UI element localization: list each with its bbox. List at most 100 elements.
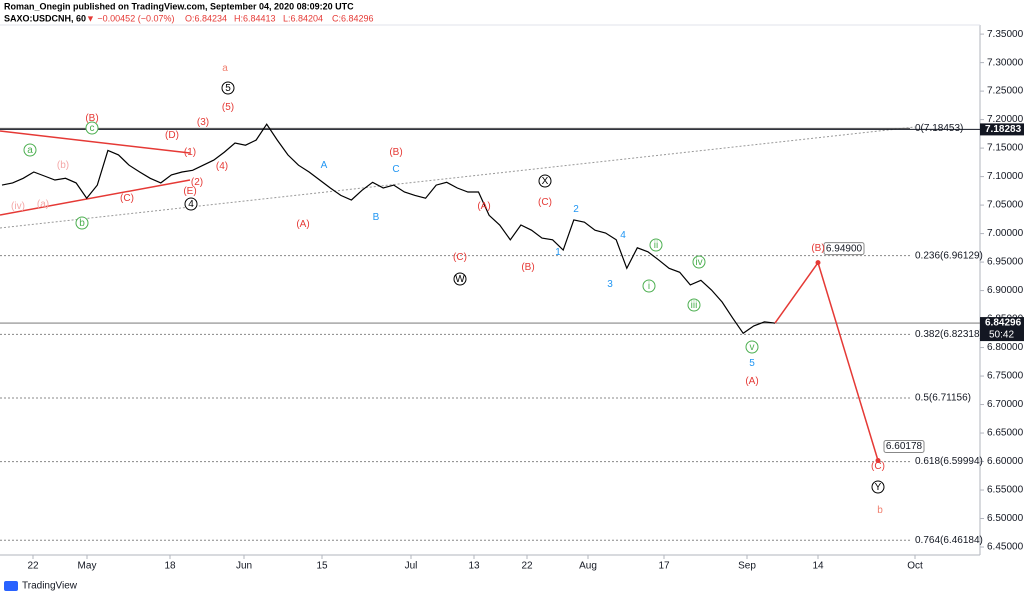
wave-circle [692, 255, 706, 269]
y-tick-label: 7.30000 [987, 57, 1024, 68]
wave-label: B [373, 212, 380, 223]
wave-label: (B) [85, 113, 98, 124]
last-price-label: 6.84296 [985, 318, 1022, 329]
wave-label: (iv) [11, 201, 25, 212]
wave-circle [23, 143, 37, 157]
x-tick-label: 22 [521, 561, 533, 572]
x-tick-label: Sep [738, 561, 756, 572]
high-tag-label: 7.18283 [985, 124, 1022, 135]
fib-label: 0(7.18453) [915, 123, 963, 134]
last-price-tag [980, 317, 1024, 342]
wave-label: (B) [521, 262, 534, 273]
y-tick-label: 6.55000 [987, 485, 1024, 496]
wave-label: 4 [620, 230, 626, 241]
projection-box [883, 440, 925, 454]
fib-label: 0.764(6.46184) [915, 535, 983, 546]
wave-label: 3 [607, 279, 613, 290]
x-tick-label: 22 [27, 561, 39, 572]
wave-label: (A) [296, 219, 309, 230]
y-tick-label: 6.70000 [987, 399, 1024, 410]
wave-label: 5 [749, 358, 755, 369]
wave-circle [649, 238, 663, 252]
wave-label: (5) [222, 102, 234, 113]
wave-label: C [392, 164, 399, 175]
x-tick-label: 15 [316, 561, 328, 572]
wave-label: (2) [191, 177, 203, 188]
x-tick-label: 18 [164, 561, 176, 572]
wave-label: (3) [197, 117, 209, 128]
fib-label: 0.236(6.96129) [915, 250, 983, 261]
wave-label: A [321, 160, 328, 171]
wave-label: v [750, 342, 755, 353]
x-tick-label: Jul [405, 561, 418, 572]
wave-label: (4) [216, 161, 228, 172]
triangle-lower [0, 179, 191, 216]
triangle-upper [0, 130, 191, 154]
wave-label: i [648, 281, 650, 292]
projection-point [875, 458, 881, 464]
fib-label: 0.618(6.59994) [915, 456, 983, 467]
wave-label: (a) [37, 199, 49, 210]
wave-label: (A) [477, 201, 490, 212]
wave-label: 5 [225, 83, 231, 94]
ohlc-value: L:6.84204 [283, 13, 323, 23]
projection-box [823, 242, 865, 256]
fib-label: 0.5(6.71156) [915, 393, 971, 404]
y-tick-label: 6.75000 [987, 371, 1024, 382]
symbol: SAXO:USDCNH, 60 [4, 13, 86, 23]
wave-label: (D) [165, 130, 179, 141]
y-tick-label: 7.25000 [987, 86, 1024, 97]
ohlc-value: C:6.84296 [332, 13, 374, 23]
ohlc-value: H:6.84413 [234, 13, 276, 23]
wave-label: (E) [183, 186, 196, 197]
wave-label: W [455, 274, 465, 285]
x-tick-label: Jun [236, 561, 252, 572]
wave-label: 2 [573, 204, 579, 215]
wave-label: iii [691, 300, 698, 311]
y-tick-label: 7.15000 [987, 143, 1024, 154]
wave-circle [75, 216, 89, 230]
wave-label: (C) [120, 193, 134, 204]
x-tick-label: May [78, 561, 97, 572]
y-tick-label: 6.90000 [987, 285, 1024, 296]
projection-leg [817, 262, 879, 461]
wave-circle [453, 272, 467, 286]
wave-circle [745, 340, 759, 354]
x-tick-label: 17 [658, 561, 670, 572]
wave-label: b [877, 505, 883, 516]
y-tick-label: 7.05000 [987, 200, 1024, 211]
wave-circle [538, 174, 552, 188]
x-tick-label: Oct [907, 561, 923, 572]
wave-label: X [542, 176, 549, 187]
wave-label: 4 [188, 199, 194, 210]
y-tick-label: 6.50000 [987, 513, 1024, 524]
wave-label: (A) [745, 376, 758, 387]
brand: TradingView [22, 581, 78, 592]
change: ▼ −0.00452 (−0.07%) [86, 13, 174, 23]
wave-label: iv [695, 257, 702, 268]
wave-label: (1) [184, 147, 196, 158]
y-tick-label: 7.35000 [987, 29, 1024, 40]
projection-leg [774, 262, 819, 324]
projection-label: 6.60178 [886, 441, 923, 452]
wave-circle [221, 81, 235, 95]
ohlc-value: O:6.84234 [185, 13, 227, 23]
countdown: 50:42 [989, 330, 1014, 341]
wave-label: b [79, 218, 85, 229]
fib-label: 0.382(6.82318) [915, 329, 983, 340]
wave-label: (C) [453, 252, 467, 263]
wave-label: (B) [811, 243, 824, 254]
wave-circle [687, 298, 701, 312]
x-tick-label: Aug [579, 561, 597, 572]
wave-label: 1 [555, 247, 561, 258]
wave-label: (C) [871, 461, 885, 472]
y-tick-label: 6.60000 [987, 456, 1024, 467]
header: Roman_Onegin published on TradingView.co… [4, 1, 354, 11]
wave-label: (C) [538, 197, 552, 208]
price-line [1, 123, 776, 335]
x-tick-label: 14 [812, 561, 824, 572]
y-tick-label: 6.80000 [987, 342, 1024, 353]
wave-label: a [27, 145, 33, 156]
